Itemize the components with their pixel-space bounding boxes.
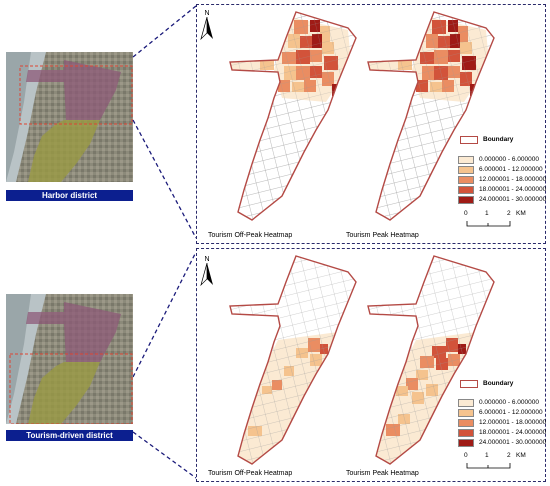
north-arrow: N — [200, 256, 214, 289]
tourism-satellite-image — [6, 294, 133, 424]
harbor-peak-map — [367, 11, 495, 221]
heat-legend: 0.000000 - 6.000000 6.000001 - 12.000000… — [458, 398, 548, 448]
legend-swatch — [458, 176, 474, 184]
scale-unit: KM — [516, 452, 526, 459]
tourism-offpeak-map — [229, 255, 357, 465]
north-label: N — [204, 10, 210, 17]
legend-label: 18.000001 - 24.000000 — [479, 429, 547, 436]
harbor-offpeak-map — [229, 11, 357, 221]
legend-label: 0.000000 - 6.000000 — [479, 156, 539, 163]
boundary-swatch — [460, 380, 478, 388]
legend-swatch — [458, 166, 474, 174]
legend-label: 6.000001 - 12.000000 — [479, 166, 543, 173]
legend-swatch — [458, 186, 474, 194]
tourism-peak-label: Tourism Peak Heatmap — [346, 470, 419, 477]
legend-swatch — [458, 409, 474, 417]
north-arrow: N — [200, 10, 214, 43]
scale-tick-1: 1 — [485, 210, 489, 217]
harbor-map-panel — [196, 4, 546, 244]
scale-bar: 0 1 2 KM — [464, 452, 548, 476]
scale-tick-1: 1 — [485, 452, 489, 459]
legend-label: 0.000000 - 6.000000 — [479, 399, 539, 406]
legend-label: 18.000001 - 24.000000 — [479, 186, 547, 193]
legend-swatch — [458, 156, 474, 164]
boundary-legend-label: Boundary — [483, 380, 514, 387]
scale-bar: 0 1 2 KM — [464, 210, 548, 234]
tourism-map-panel — [196, 248, 546, 482]
legend-label: 12.000001 - 18.000000 — [479, 419, 547, 426]
scale-tick-2: 2 — [507, 210, 511, 217]
harbor-district-label: Harbor district — [6, 190, 133, 201]
legend-label: 6.000001 - 12.000000 — [479, 409, 543, 416]
legend-swatch — [458, 439, 474, 447]
tourism-district-label: Tourism-driven district — [6, 430, 133, 441]
legend-swatch — [458, 399, 474, 407]
harbor-peak-label: Tourism Peak Heatmap — [346, 232, 419, 239]
legend-swatch — [458, 429, 474, 437]
legend-swatch — [458, 419, 474, 427]
boundary-legend-label: Boundary — [483, 136, 514, 143]
scale-unit: KM — [516, 210, 526, 217]
tourism-offpeak-label: Tourism Off-Peak Heatmap — [208, 470, 293, 477]
harbor-satellite-image — [6, 52, 133, 182]
north-label: N — [204, 256, 210, 263]
legend-label: 24.000001 - 30.000000 — [479, 439, 547, 446]
scale-tick-0: 0 — [464, 452, 468, 459]
legend-label: 12.000001 - 18.000000 — [479, 176, 547, 183]
legend-swatch — [458, 196, 474, 204]
harbor-offpeak-label: Tourism Off-Peak Heatmap — [208, 232, 293, 239]
scale-tick-0: 0 — [464, 210, 468, 217]
boundary-swatch — [460, 136, 478, 144]
legend-label: 24.000001 - 30.000000 — [479, 196, 547, 203]
scale-tick-2: 2 — [507, 452, 511, 459]
heat-legend: 0.000000 - 6.000000 6.000001 - 12.000000… — [458, 155, 548, 205]
